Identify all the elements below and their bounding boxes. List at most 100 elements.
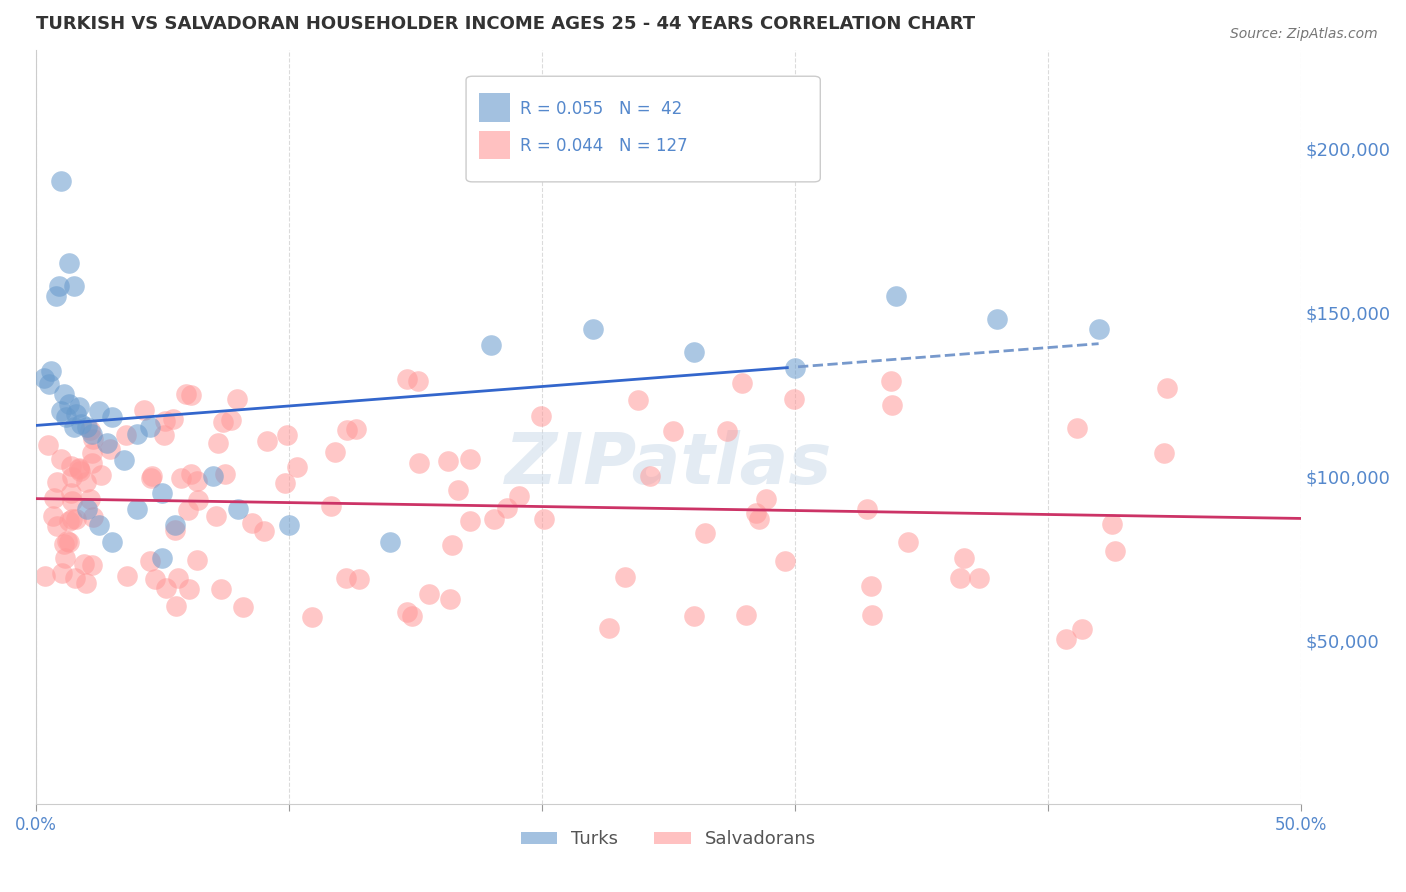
Salvadorans <box>73 557 96 571</box>
Salvadorans <box>82 446 104 460</box>
Salvadorans <box>496 500 519 515</box>
Salvadorans <box>319 499 342 513</box>
Salvadorans <box>205 508 228 523</box>
Turks <box>89 518 111 533</box>
Turks <box>378 535 401 549</box>
Salvadorans <box>42 491 65 505</box>
Salvadorans <box>1104 543 1126 558</box>
Salvadorans <box>82 456 104 470</box>
Turks <box>152 485 174 500</box>
Salvadorans <box>859 579 882 593</box>
Salvadorans <box>745 506 768 520</box>
Turks <box>39 364 62 378</box>
Salvadorans <box>613 570 636 584</box>
Salvadorans <box>179 582 201 596</box>
Turks <box>165 518 187 533</box>
Salvadorans <box>63 571 86 585</box>
Salvadorans <box>187 493 209 508</box>
Salvadorans <box>46 519 69 533</box>
Salvadorans <box>529 409 551 423</box>
Salvadorans <box>335 571 357 585</box>
Turks <box>89 403 111 417</box>
Salvadorans <box>82 510 104 524</box>
Salvadorans <box>162 412 184 426</box>
Turks <box>986 311 1008 326</box>
Salvadorans <box>165 523 187 537</box>
Salvadorans <box>1054 632 1077 646</box>
Bar <box>478 93 510 121</box>
Salvadorans <box>80 558 103 572</box>
Salvadorans <box>141 470 163 484</box>
Salvadorans <box>75 576 97 591</box>
Turks <box>52 387 75 401</box>
Turks <box>38 377 60 392</box>
Turks <box>70 417 93 431</box>
Salvadorans <box>437 454 460 468</box>
Salvadorans <box>952 551 974 566</box>
Turks <box>63 279 86 293</box>
Salvadorans <box>46 475 69 489</box>
Salvadorans <box>186 553 208 567</box>
Salvadorans <box>51 566 73 580</box>
Salvadorans <box>177 503 200 517</box>
Salvadorans <box>139 554 162 568</box>
Turks <box>278 518 301 533</box>
Turks <box>139 420 162 434</box>
Salvadorans <box>508 489 530 503</box>
Salvadorans <box>734 608 756 623</box>
Text: ZIPatlas: ZIPatlas <box>505 430 832 500</box>
Turks <box>96 436 118 450</box>
Salvadorans <box>51 451 73 466</box>
Salvadorans <box>301 609 323 624</box>
Turks <box>152 551 174 566</box>
Salvadorans <box>65 512 87 526</box>
Bar <box>478 130 510 160</box>
Salvadorans <box>396 372 419 386</box>
Salvadorans <box>880 399 903 413</box>
Salvadorans <box>180 467 202 481</box>
Salvadorans <box>860 607 883 622</box>
Salvadorans <box>533 512 555 526</box>
Salvadorans <box>447 483 470 498</box>
Salvadorans <box>59 485 82 500</box>
Turks <box>58 256 80 270</box>
Salvadorans <box>141 468 163 483</box>
Text: R = 0.044   N = 127: R = 0.044 N = 127 <box>520 137 688 155</box>
Turks <box>783 361 806 376</box>
Turks <box>1087 321 1109 335</box>
Salvadorans <box>418 587 440 601</box>
Salvadorans <box>170 471 193 485</box>
Salvadorans <box>969 571 991 585</box>
Turks <box>51 174 73 188</box>
Salvadorans <box>53 550 76 565</box>
Salvadorans <box>441 538 464 552</box>
Turks <box>48 279 70 293</box>
Salvadorans <box>1071 622 1094 636</box>
Salvadorans <box>75 475 97 489</box>
Salvadorans <box>67 462 90 476</box>
Salvadorans <box>82 432 104 446</box>
Turks <box>80 426 103 441</box>
Salvadorans <box>274 475 297 490</box>
Salvadorans <box>683 609 706 624</box>
Salvadorans <box>115 568 138 582</box>
Salvadorans <box>60 458 83 473</box>
Salvadorans <box>408 456 430 470</box>
Salvadorans <box>458 452 481 467</box>
Turks <box>58 397 80 411</box>
Salvadorans <box>458 514 481 528</box>
Salvadorans <box>214 467 236 481</box>
Turks <box>76 420 98 434</box>
Salvadorans <box>186 474 208 488</box>
Turks <box>127 502 149 516</box>
Turks <box>202 469 225 483</box>
Salvadorans <box>285 460 308 475</box>
Text: TURKISH VS SALVADORAN HOUSEHOLDER INCOME AGES 25 - 44 YEARS CORRELATION CHART: TURKISH VS SALVADORAN HOUSEHOLDER INCOME… <box>37 15 976 33</box>
Salvadorans <box>90 467 112 482</box>
Salvadorans <box>100 442 122 456</box>
Salvadorans <box>1066 421 1088 435</box>
Turks <box>101 410 124 425</box>
Salvadorans <box>662 424 685 438</box>
Turks <box>114 453 136 467</box>
Turks <box>63 420 86 434</box>
